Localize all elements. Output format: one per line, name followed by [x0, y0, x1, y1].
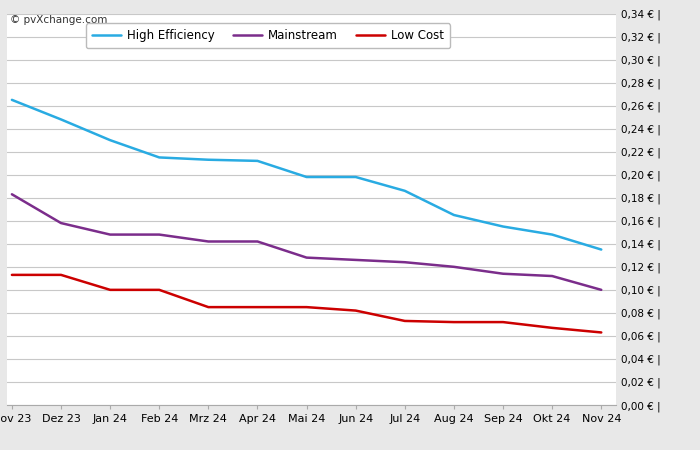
Low Cost	[106, 287, 114, 292]
High Efficiency	[155, 155, 163, 160]
Low Cost	[351, 308, 360, 313]
Mainstream	[302, 255, 311, 260]
High Efficiency	[106, 137, 114, 143]
Low Cost	[155, 287, 163, 292]
Mainstream	[597, 287, 606, 292]
High Efficiency	[8, 97, 16, 103]
Line: High Efficiency: High Efficiency	[12, 100, 601, 250]
High Efficiency	[400, 188, 409, 194]
Low Cost	[302, 305, 311, 310]
Text: © pvXchange.com: © pvXchange.com	[10, 15, 107, 26]
Low Cost	[499, 320, 508, 325]
Low Cost	[253, 305, 262, 310]
Mainstream	[8, 192, 16, 197]
High Efficiency	[204, 157, 213, 162]
Line: Mainstream: Mainstream	[12, 194, 601, 290]
Mainstream	[204, 239, 213, 244]
Mainstream	[106, 232, 114, 237]
Low Cost	[8, 272, 16, 278]
Low Cost	[400, 318, 409, 324]
High Efficiency	[302, 174, 311, 180]
Mainstream	[57, 220, 65, 226]
Low Cost	[204, 305, 213, 310]
High Efficiency	[548, 232, 556, 237]
High Efficiency	[351, 174, 360, 180]
High Efficiency	[449, 212, 458, 218]
Mainstream	[351, 257, 360, 263]
Low Cost	[57, 272, 65, 278]
Mainstream	[499, 271, 508, 276]
Mainstream	[155, 232, 163, 237]
High Efficiency	[597, 247, 606, 252]
Line: Low Cost: Low Cost	[12, 275, 601, 333]
High Efficiency	[57, 117, 65, 122]
High Efficiency	[253, 158, 262, 164]
Mainstream	[449, 264, 458, 270]
Low Cost	[597, 330, 606, 335]
Mainstream	[548, 273, 556, 279]
Low Cost	[449, 320, 458, 325]
Mainstream	[253, 239, 262, 244]
Legend: High Efficiency, Mainstream, Low Cost: High Efficiency, Mainstream, Low Cost	[86, 23, 450, 48]
Mainstream	[400, 260, 409, 265]
High Efficiency	[499, 224, 508, 229]
Low Cost	[548, 325, 556, 331]
